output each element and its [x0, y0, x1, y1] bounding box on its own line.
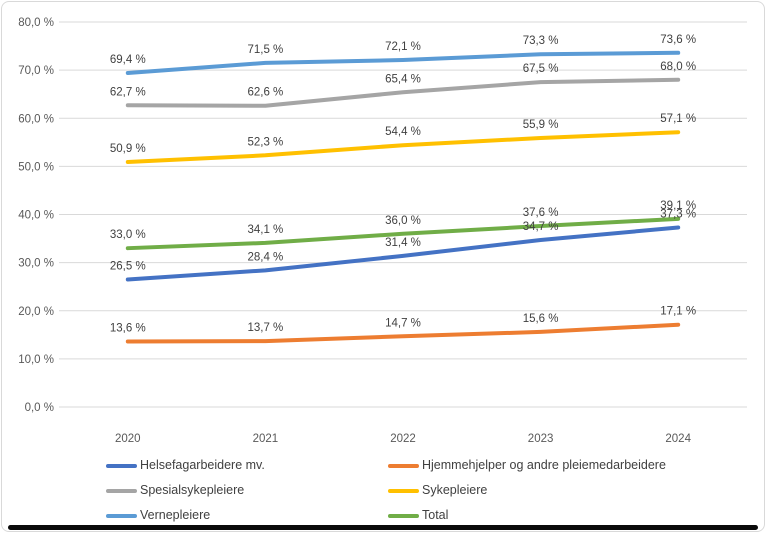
x-axis-tick-label: 2021 — [253, 433, 279, 445]
data-label: 72,1 % — [385, 41, 421, 53]
data-label: 67,5 % — [523, 63, 559, 75]
data-label: 36,0 % — [385, 215, 421, 227]
data-label: 37,6 % — [523, 207, 559, 219]
series-line-0 — [125, 225, 681, 282]
legend-item-sykepleiere: Sykepleiere — [388, 484, 748, 497]
y-axis-tick-label: 0,0 % — [25, 402, 54, 414]
legend-item-helsefagarbeidere: Helsefagarbeidere mv. — [106, 459, 388, 472]
data-label: 15,6 % — [523, 313, 559, 325]
legend-line-swatch — [106, 463, 137, 468]
data-label: 68,0 % — [660, 61, 696, 73]
legend-line-swatch — [106, 513, 137, 518]
series-line-3 — [125, 130, 681, 165]
data-label: 55,9 % — [523, 119, 559, 131]
legend-line-swatch — [388, 463, 419, 468]
y-axis-tick-label: 60,0 % — [18, 113, 54, 125]
legend-item-vernepleiere: Vernepleiere — [106, 509, 388, 522]
x-axis-tick-label: 2024 — [665, 433, 691, 445]
series-line-4 — [125, 50, 681, 76]
x-axis-tick-label: 2023 — [528, 433, 554, 445]
series-line-2 — [125, 77, 681, 108]
data-label: 34,7 % — [523, 221, 559, 233]
data-label: 73,3 % — [523, 35, 559, 47]
bottom-divider-bar — [8, 525, 758, 530]
data-label: 28,4 % — [247, 251, 283, 263]
data-label: 65,4 % — [385, 73, 421, 85]
y-axis-tick-label: 80,0 % — [18, 17, 54, 29]
data-label: 62,7 % — [110, 86, 146, 98]
data-label: 73,6 % — [660, 34, 696, 46]
data-label: 71,5 % — [247, 44, 283, 56]
legend-label: Total — [422, 508, 449, 523]
data-label: 34,1 % — [247, 224, 283, 236]
series-line-5 — [125, 216, 681, 251]
x-axis-tick-label: 2022 — [390, 433, 416, 445]
data-label: 14,7 % — [385, 317, 421, 329]
y-axis-tick-label: 40,0 % — [18, 210, 54, 222]
line-chart: 80,0 % 70,0 % 60,0 % 50,0 % 40,0 % 30,0 % 20,0… — [18, 17, 747, 445]
y-axis-tick-label: 10,0 % — [18, 354, 54, 366]
y-axis-tick-label: 20,0 % — [18, 306, 54, 318]
data-label: 13,7 % — [247, 322, 283, 334]
legend-label: Helsefagarbeidere mv. — [140, 458, 265, 473]
chart-legend: Helsefagarbeidere mv. Hjemmehjelper og a… — [106, 453, 748, 528]
x-axis-tick-label: 2020 — [115, 433, 141, 445]
legend-item-hjemmehjelper: Hjemmehjelper og andre pleiemedarbeidere — [388, 459, 748, 472]
legend-line-swatch — [106, 488, 137, 493]
legend-label: Hjemmehjelper og andre pleiemedarbeidere — [422, 458, 666, 473]
data-label: 50,9 % — [110, 143, 146, 155]
data-label: 69,4 % — [110, 54, 146, 66]
data-label: 54,4 % — [385, 126, 421, 138]
data-label: 26,5 % — [110, 260, 146, 272]
legend-line-swatch — [388, 513, 419, 518]
data-label: 31,4 % — [385, 237, 421, 249]
data-label: 39,1 % — [660, 200, 696, 212]
data-label: 17,1 % — [660, 306, 696, 318]
legend-item-spesialsykepleiere: Spesialsykepleiere — [106, 484, 388, 497]
data-label: 62,6 % — [247, 87, 283, 99]
y-axis-tick-label: 70,0 % — [18, 65, 54, 77]
data-label: 57,1 % — [660, 113, 696, 125]
data-label: 37,3 % — [660, 208, 696, 220]
legend-label: Sykepleiere — [422, 483, 488, 498]
data-label: 52,3 % — [247, 136, 283, 148]
y-axis-tick-label: 50,0 % — [18, 161, 54, 173]
data-label: 33,0 % — [110, 229, 146, 241]
legend-label: Vernepleiere — [140, 508, 211, 523]
series-line-1 — [125, 322, 681, 344]
data-label: 13,6 % — [110, 323, 146, 335]
legend-line-swatch — [388, 488, 419, 493]
legend-item-total: Total — [388, 509, 748, 522]
legend-label: Spesialsykepleiere — [140, 483, 245, 498]
y-axis-tick-label: 30,0 % — [18, 258, 54, 270]
